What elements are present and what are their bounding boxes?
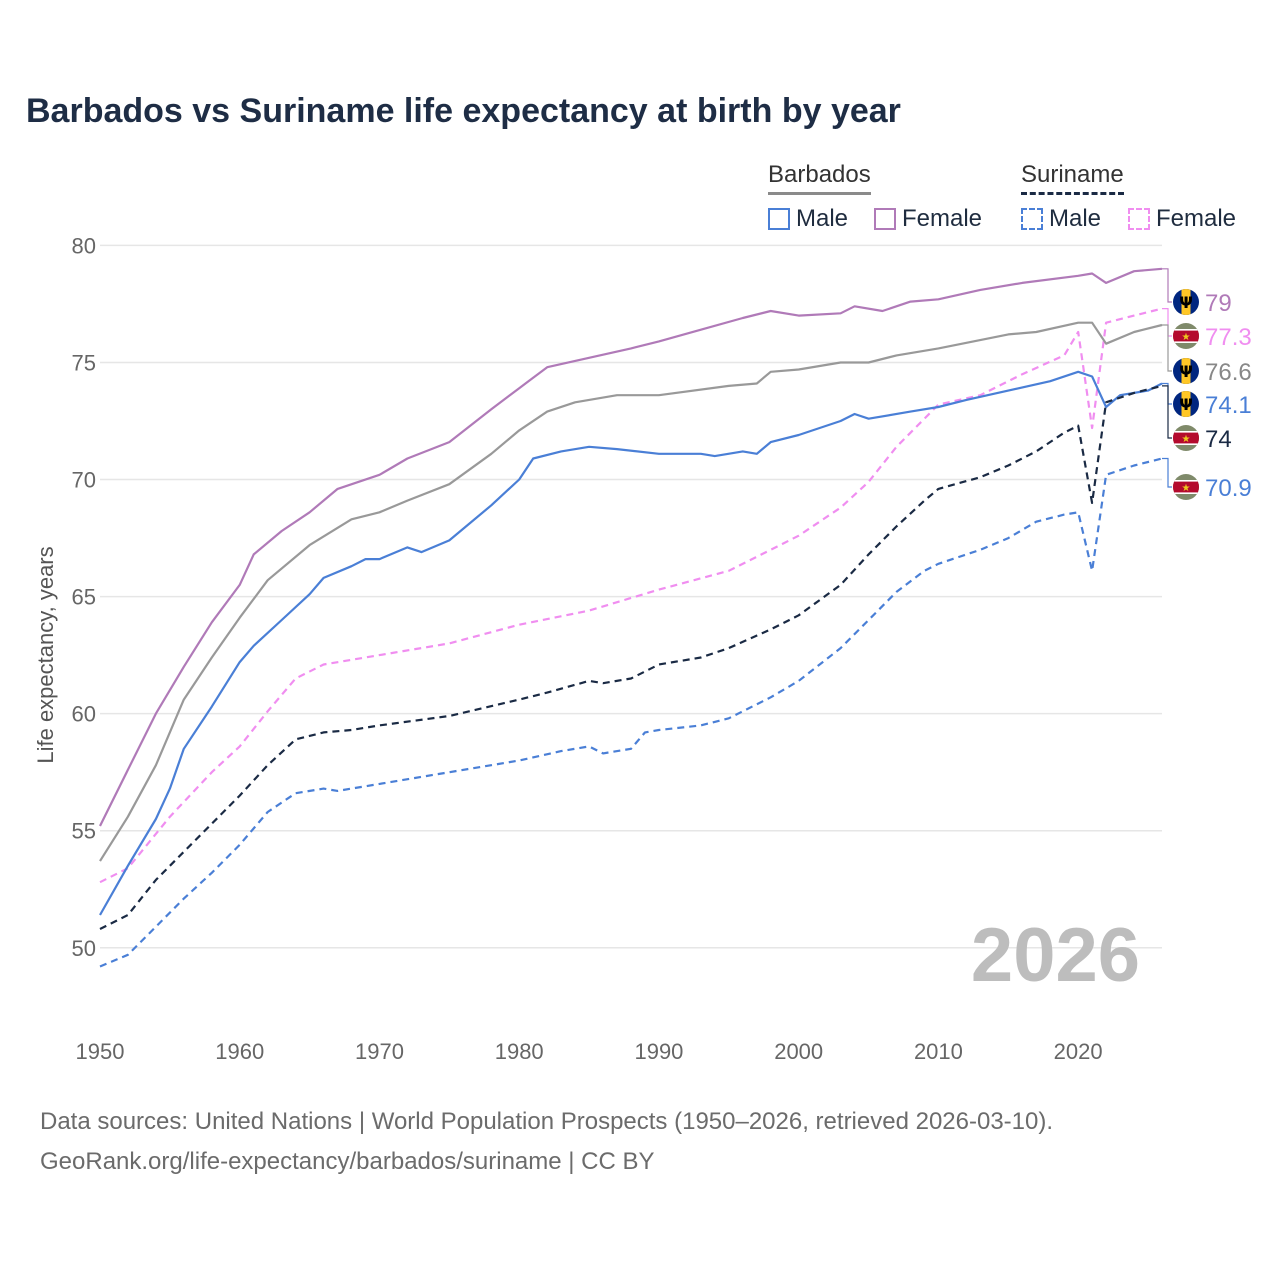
end-label-value: 74 [1205,426,1232,453]
legend-barbados-line [768,192,871,195]
x-tick-label: 1970 [355,1039,404,1064]
series-line-barbados-male[interactable] [99,370,1163,916]
y-tick-label: 65 [72,585,96,610]
legend-suriname-line [1021,192,1124,195]
suriname-flag-icon: ★ [1173,425,1199,451]
end-label-value: 70.9 [1205,475,1252,502]
svg-text:★: ★ [1182,483,1191,494]
barbados-flag-icon: Ψ [1173,391,1199,417]
end-label-leader [1162,308,1172,337]
grid-layer [100,244,1162,949]
end-label-value: 76.6 [1205,359,1252,386]
y-tick-label: 75 [72,350,96,375]
suriname-flag-icon: ★ [1173,474,1199,500]
legend-barbados-female-label: Female [902,205,983,232]
x-tick-label: 2010 [914,1039,963,1064]
watermark-year: 2026 [970,913,1140,998]
svg-text:★: ★ [1182,434,1191,445]
legend-suriname-male-label: Male [1049,205,1102,232]
legend-suriname-male[interactable]: Male [1021,205,1101,233]
legend-barbados-female-swatch [874,208,896,230]
barbados-flag-icon: Ψ [1173,289,1199,315]
legend-suriname-title: Suriname [1021,161,1124,195]
suriname-flag-icon: ★ [1173,323,1199,349]
legend-suriname-female-swatch [1128,208,1150,230]
end-label-leader [1162,385,1172,439]
tick-layer: 50 55 60 65 70 75 80 1950 1960 1970 1980 1990 2000 20… [72,233,1103,1064]
x-tick-label: 1980 [495,1039,544,1064]
footer: Data sources: United Nations | World Pop… [40,1102,1053,1182]
legend-barbados-female[interactable]: Female [874,205,982,233]
series-layer [99,267,1163,968]
svg-text:Ψ: Ψ [1179,293,1193,312]
end-label-leader [1162,268,1172,303]
x-tick-label: 1950 [76,1039,125,1064]
legend-barbados-title: Barbados [768,161,871,195]
chart-title: Barbados vs Suriname life expectancy at … [26,92,901,130]
y-tick-label: 80 [72,233,96,258]
end-label-value: 74.1 [1205,392,1252,419]
end-label-leader [1162,457,1172,488]
legend-suriname-male-swatch [1021,208,1043,230]
legend-suriname-title-text: Suriname [1021,161,1124,188]
y-tick-label: 50 [72,936,96,961]
end-label-layer: Ψ 79 ★ 77.3 Ψ 76.6 Ψ 74.1 ★ 74 ★ 70.9 [1162,268,1252,502]
x-tick-label: 2020 [1054,1039,1103,1064]
svg-text:★: ★ [1182,332,1191,343]
series-line-suriname-total[interactable] [99,384,1163,930]
y-tick-label: 60 [72,702,96,727]
series-line-suriname-male[interactable] [99,457,1163,968]
svg-text:Ψ: Ψ [1179,395,1193,414]
end-label-value: 79 [1205,290,1232,317]
end-label-leader [1162,324,1172,372]
x-tick-label: 1990 [634,1039,683,1064]
end-label-value: 77.3 [1205,324,1252,351]
footer-sources: Data sources: United Nations | World Pop… [40,1108,1054,1135]
y-tick-label: 70 [72,468,96,493]
end-label-leader [1162,382,1172,405]
legend-barbados-male-label: Male [796,205,849,232]
legend-barbados-male-swatch [768,208,790,230]
footer-url[interactable]: GeoRank.org/life-expectancy/barbados/sur… [40,1148,655,1175]
x-tick-label: 1960 [215,1039,264,1064]
x-tick-label: 2000 [774,1039,823,1064]
legend-suriname-female[interactable]: Female [1128,205,1236,233]
series-line-barbados-female[interactable] [99,267,1163,827]
legend-suriname-female-label: Female [1156,205,1237,232]
svg-text:Ψ: Ψ [1179,362,1193,381]
barbados-flag-icon: Ψ [1173,358,1199,384]
series-line-barbados-total[interactable] [99,321,1163,862]
legend-barbados-title-text: Barbados [768,161,871,188]
y-tick-label: 55 [72,819,96,844]
legend-barbados-male[interactable]: Male [768,205,848,233]
